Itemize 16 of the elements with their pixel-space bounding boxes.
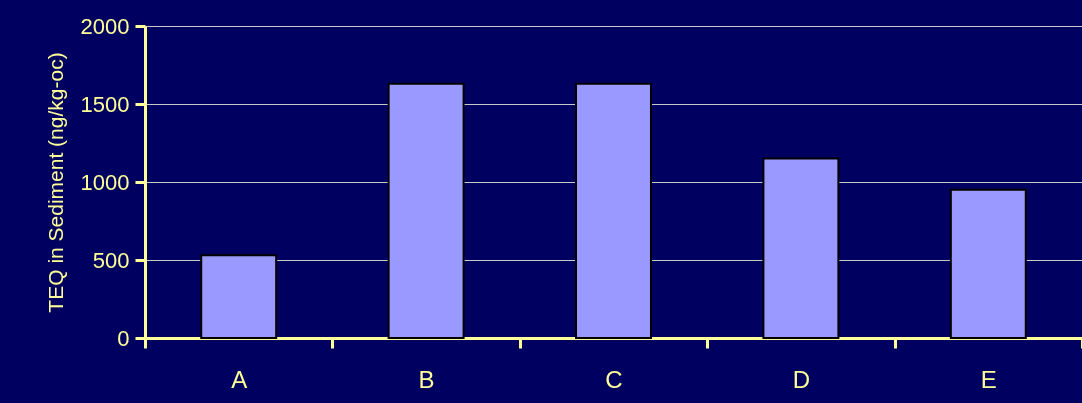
bar (762, 157, 840, 339)
bar (949, 188, 1027, 339)
y-tick-label: 1000 (80, 169, 130, 195)
y-tick-label: 1500 (80, 91, 130, 117)
y-tick-label: 500 (92, 247, 130, 273)
bar (200, 254, 278, 339)
x-tick-label: C (605, 365, 623, 393)
x-tick-label: D (792, 365, 811, 393)
x-tick-label: B (418, 365, 435, 393)
y-tick-label: 0 (117, 325, 130, 351)
y-tick-label: 2000 (80, 13, 130, 39)
bar (575, 82, 652, 339)
bar (387, 82, 465, 339)
y-axis-title: TEQ in Sediment (ng/kg-oc) (43, 52, 67, 313)
x-tick-label: E (980, 365, 997, 393)
x-tick-label: A (231, 365, 248, 393)
